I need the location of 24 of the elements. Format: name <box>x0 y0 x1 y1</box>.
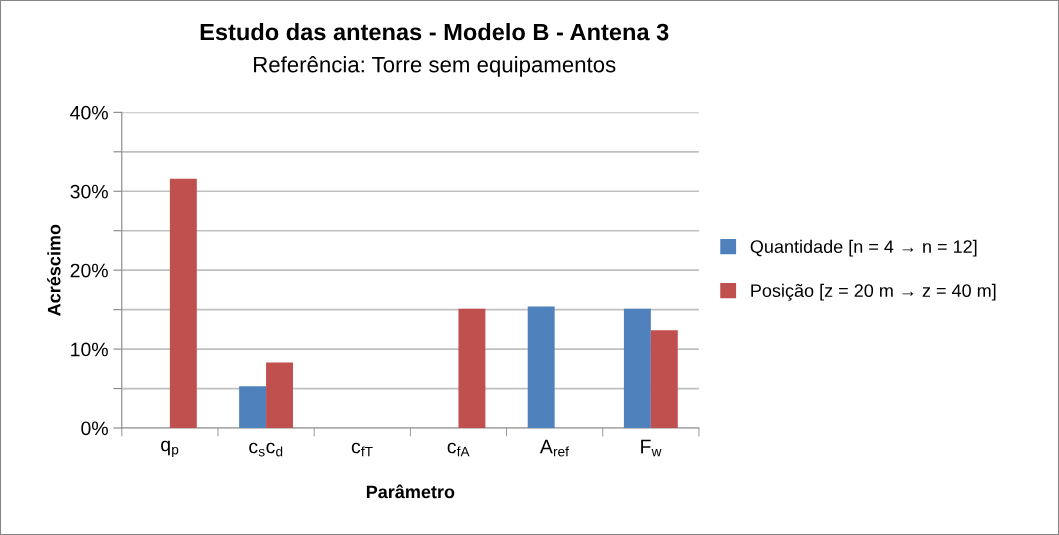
y-tick-label: 10% <box>71 342 108 357</box>
x-tick-label: c$_{fA}$ <box>447 442 470 457</box>
legend-label: Quantidade [n = 4 → n = 12] <box>750 239 977 257</box>
x-tick-label: F$_{w}$ <box>641 439 662 457</box>
chart-subtitle: Referência: Torre sem equipamentos <box>254 56 616 77</box>
bar <box>239 386 267 428</box>
x-tick-label: c$_{s}$c$_{d}$ <box>249 442 283 457</box>
y-axis-title: Acréscimo <box>47 224 61 316</box>
y-tick-label: 30% <box>70 184 108 199</box>
chart-title: Estudo das antenas - Modelo B - Antena 3 <box>200 23 669 41</box>
y-tick-label: 40% <box>70 105 108 120</box>
bar <box>527 306 555 428</box>
bar <box>266 362 294 428</box>
y-tick-label: 0% <box>81 421 108 436</box>
bar <box>623 308 651 428</box>
x-tick-label: A$_{ref}$ <box>539 439 569 457</box>
bar <box>458 308 486 428</box>
y-tick-label: 20% <box>70 263 108 278</box>
x-tick-label: q$_{p}$ <box>161 440 179 458</box>
x-axis-title: Parâmetro <box>366 484 455 499</box>
bar <box>650 330 678 428</box>
bar <box>169 178 197 428</box>
x-tick-label: c$_{fT}$ <box>351 442 373 457</box>
legend-label: Posição [z = 20 m → z = 40 m] <box>751 283 996 301</box>
